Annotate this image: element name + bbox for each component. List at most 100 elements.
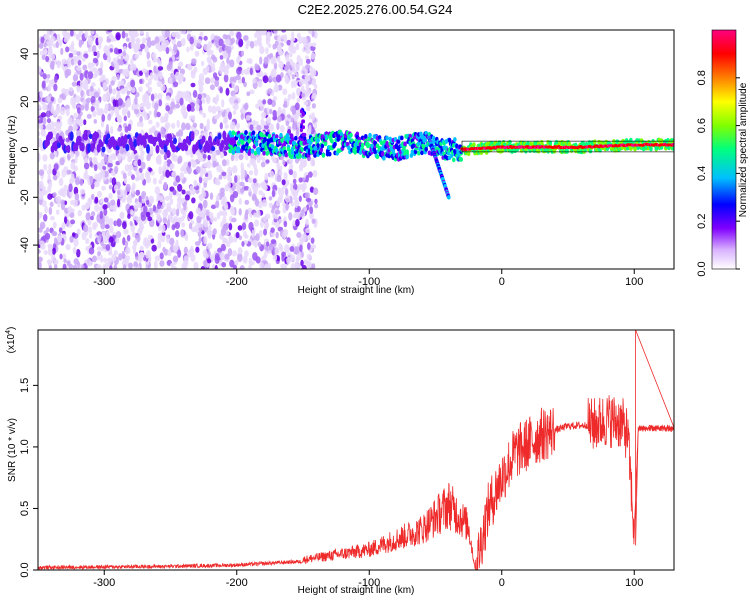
noise-cell (145, 31, 149, 39)
noise-cell (208, 211, 214, 219)
noise-cell (133, 42, 137, 51)
noise-cell (133, 108, 139, 115)
noise-cell (191, 58, 197, 65)
noise-cell (240, 167, 246, 176)
noise-cell (53, 110, 57, 117)
noise-cell (189, 44, 194, 51)
noise-cell (105, 244, 111, 251)
noise-cell (273, 84, 280, 93)
noise-cell (38, 131, 41, 137)
noise-cell (92, 110, 97, 118)
noise-cell (39, 71, 44, 76)
y-tick-label: 0.5 (19, 501, 31, 516)
noise-cell (135, 170, 141, 176)
noise-cell (179, 172, 185, 181)
x-tick-label: -100 (358, 276, 380, 288)
noise-cell (198, 212, 205, 218)
noise-cell (99, 210, 104, 220)
noise-cell (57, 235, 63, 243)
spike-cell (299, 128, 303, 133)
noise-cell (195, 104, 200, 112)
noise-cell (261, 199, 268, 207)
noise-cell (150, 126, 156, 134)
noise-cell (139, 102, 145, 111)
noise-cell (311, 263, 316, 269)
noise-cell (122, 237, 126, 246)
noise-cell (69, 177, 74, 185)
noise-cell (314, 203, 319, 209)
noise-cell (281, 30, 287, 33)
noise-cell (148, 110, 152, 116)
noise-cell (180, 228, 185, 238)
noise-cell (66, 169, 72, 175)
noise-cell (75, 33, 80, 40)
spectrogram-y-axis: -40 -20 0 20 40 (19, 48, 38, 253)
noise-cell (292, 195, 298, 201)
noise-cell (306, 253, 312, 261)
band-cell (83, 135, 88, 141)
signal-cell (339, 131, 344, 137)
noise-cell (189, 36, 194, 45)
noise-cell (102, 264, 106, 269)
noise-cell (52, 247, 56, 255)
noise-cell (109, 48, 113, 53)
noise-cell (267, 98, 273, 105)
signal-cell (536, 148, 541, 154)
noise-cell (120, 88, 126, 95)
noise-cell (38, 153, 41, 162)
noise-cell (277, 187, 282, 196)
signal-cell (424, 146, 429, 152)
noise-cell (283, 34, 288, 43)
band-cell (104, 137, 109, 145)
noise-cell (134, 155, 139, 162)
noise-cell (169, 197, 174, 205)
noise-cell (281, 179, 286, 186)
noise-cell (155, 121, 160, 128)
noise-cell (221, 171, 227, 177)
noise-cell (99, 198, 104, 204)
noise-cell (198, 73, 205, 82)
noise-cell (51, 252, 56, 262)
noise-cell (240, 106, 245, 115)
noise-cell (93, 118, 97, 124)
noise-cell (121, 30, 126, 39)
noise-cell (271, 57, 275, 62)
noise-cell (111, 105, 116, 111)
noise-cell (100, 158, 105, 167)
noise-cell (176, 201, 182, 211)
noise-cell (301, 92, 306, 98)
noise-cell (103, 153, 108, 163)
noise-cell (240, 50, 245, 57)
noise-cell (205, 94, 211, 102)
band-cell (133, 139, 138, 148)
noise-cell (90, 95, 96, 104)
noise-cell (198, 237, 202, 244)
noise-cell (206, 160, 212, 169)
noise-cell (297, 88, 301, 97)
noise-cell (165, 169, 171, 178)
noise-cell (147, 234, 153, 240)
signal-cell (360, 142, 365, 148)
noise-cell (180, 37, 186, 47)
noise-cell (47, 193, 53, 200)
noise-cell (219, 122, 223, 130)
noise-cell (152, 52, 157, 60)
colorbar-tick-label: 0.4 (696, 166, 708, 181)
noise-cell (171, 32, 176, 38)
noise-cell (93, 164, 98, 172)
noise-cell (122, 45, 127, 51)
noise-cell (296, 253, 302, 261)
band-cell (80, 142, 85, 152)
noise-cell (186, 165, 190, 172)
noise-cell (276, 256, 280, 262)
noise-cell (239, 266, 244, 269)
noise-cell (52, 221, 57, 229)
noise-cell (290, 263, 295, 269)
noise-cell (314, 198, 318, 204)
noise-cell (295, 218, 300, 227)
noise-cell (53, 259, 59, 265)
noise-cell (67, 206, 73, 214)
noise-cell (285, 120, 290, 127)
noise-cell (146, 51, 150, 60)
noise-cell (210, 54, 216, 61)
